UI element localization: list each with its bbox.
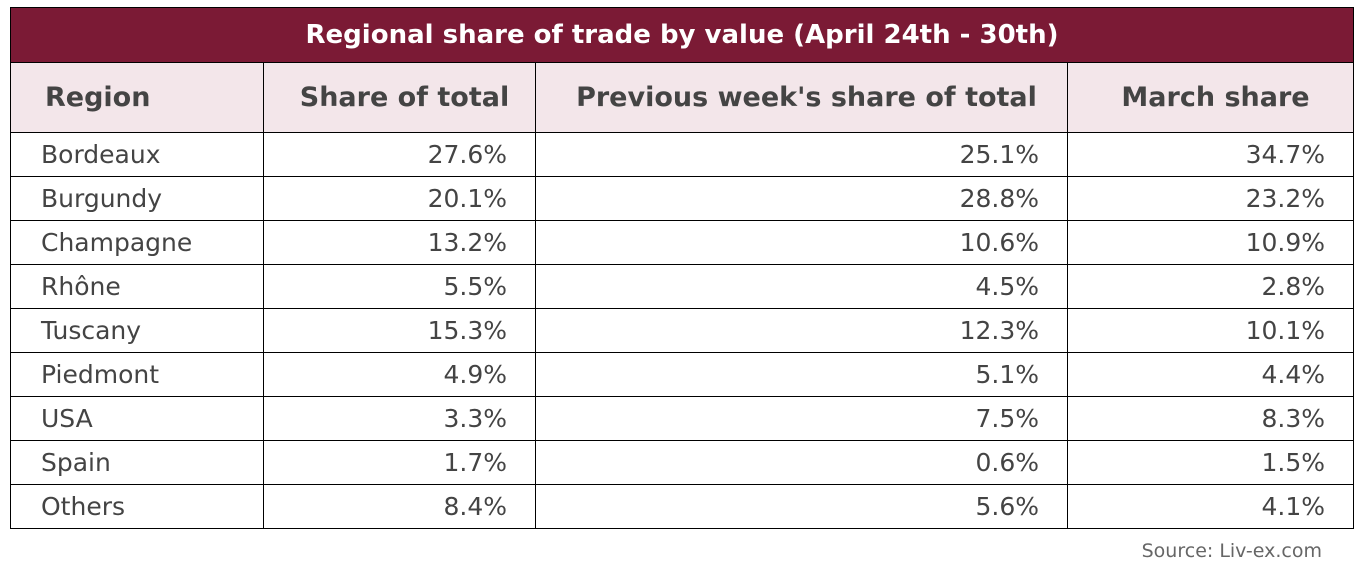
table-row: Champagne 13.2% 10.6% 10.9% — [10, 220, 1355, 265]
march-share-cell: 34.7% — [1066, 132, 1355, 177]
table-row: Piedmont 4.9% 5.1% 4.4% — [10, 352, 1355, 397]
march-share-cell: 2.8% — [1066, 264, 1355, 309]
share-cell: 4.9% — [263, 352, 536, 397]
previous-week-cell: 25.1% — [535, 132, 1068, 177]
share-cell: 8.4% — [263, 484, 536, 529]
march-share-cell: 1.5% — [1066, 440, 1355, 485]
region-cell: Rhône — [10, 264, 264, 309]
table-row: Others 8.4% 5.6% 4.1% — [10, 484, 1355, 529]
region-cell: Others — [10, 484, 264, 529]
share-cell: 13.2% — [263, 220, 536, 265]
region-cell: Piedmont — [10, 352, 264, 397]
column-header-previous-week: Previous week's share of total — [535, 62, 1068, 133]
region-cell: Burgundy — [10, 176, 264, 221]
previous-week-cell: 5.6% — [535, 484, 1068, 529]
column-header-march-share: March share — [1066, 62, 1355, 133]
march-share-cell: 10.9% — [1066, 220, 1355, 265]
table-row: Spain 1.7% 0.6% 1.5% — [10, 440, 1355, 485]
table-row: Tuscany 15.3% 12.3% 10.1% — [10, 308, 1355, 353]
title-row: Regional share of trade by value (April … — [9, 7, 1355, 63]
previous-week-cell: 28.8% — [535, 176, 1068, 221]
march-share-cell: 10.1% — [1066, 308, 1355, 353]
share-cell: 27.6% — [263, 132, 536, 177]
share-table-container: Regional share of trade by value (April … — [9, 7, 1355, 529]
header-row: Region Share of total Previous week's sh… — [10, 62, 1355, 133]
march-share-cell: 4.1% — [1066, 484, 1355, 529]
table-row: USA 3.3% 7.5% 8.3% — [10, 396, 1355, 441]
table-row: Bordeaux 27.6% 25.1% 34.7% — [10, 132, 1355, 177]
table-title: Regional share of trade by value (April … — [9, 7, 1355, 63]
march-share-cell: 8.3% — [1066, 396, 1355, 441]
region-cell: Spain — [10, 440, 264, 485]
source-note: Source: Liv-ex.com — [1141, 540, 1322, 562]
previous-week-cell: 12.3% — [535, 308, 1068, 353]
share-cell: 15.3% — [263, 308, 536, 353]
share-table: Regional share of trade by value (April … — [9, 7, 1355, 529]
region-cell: Tuscany — [10, 308, 264, 353]
previous-week-cell: 0.6% — [535, 440, 1068, 485]
march-share-cell: 23.2% — [1066, 176, 1355, 221]
column-header-share-of-total: Share of total — [263, 62, 536, 133]
march-share-cell: 4.4% — [1066, 352, 1355, 397]
previous-week-cell: 4.5% — [535, 264, 1068, 309]
column-header-region: Region — [10, 62, 264, 133]
share-cell: 3.3% — [263, 396, 536, 441]
previous-week-cell: 7.5% — [535, 396, 1068, 441]
previous-week-cell: 5.1% — [535, 352, 1068, 397]
share-cell: 1.7% — [263, 440, 536, 485]
share-cell: 5.5% — [263, 264, 536, 309]
region-cell: Bordeaux — [10, 132, 264, 177]
previous-week-cell: 10.6% — [535, 220, 1068, 265]
table-row: Burgundy 20.1% 28.8% 23.2% — [10, 176, 1355, 221]
region-cell: Champagne — [10, 220, 264, 265]
share-cell: 20.1% — [263, 176, 536, 221]
table-row: Rhône 5.5% 4.5% 2.8% — [10, 264, 1355, 309]
table-body: Bordeaux 27.6% 25.1% 34.7% Burgundy 20.1… — [10, 132, 1355, 529]
region-cell: USA — [10, 396, 264, 441]
